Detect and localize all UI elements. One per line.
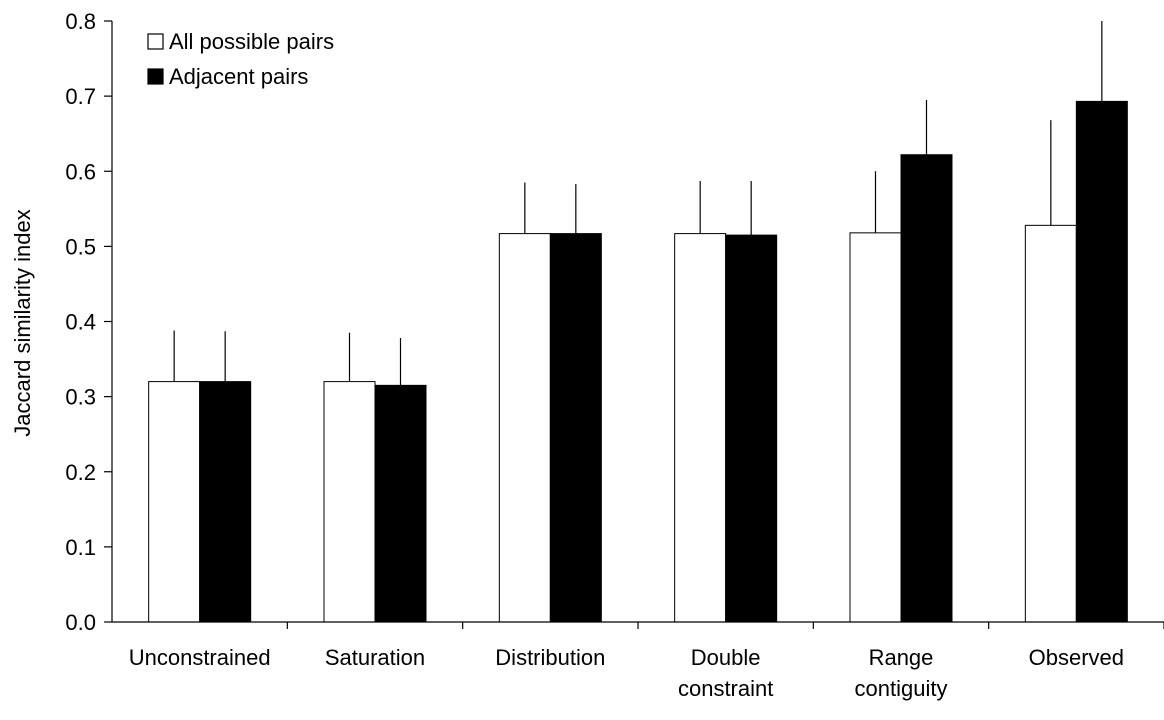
x-category-label-line: Observed: [1029, 645, 1124, 670]
legend: All possible pairs Adjacent pairs: [147, 29, 334, 89]
y-tick-label-1: 0.1: [65, 535, 96, 560]
y-tick-label-5: 0.5: [65, 234, 96, 259]
x-category-label-line: Range: [869, 645, 934, 670]
y-tick-label-2: 0.2: [65, 460, 96, 485]
bar-all-pairs-0: [148, 381, 201, 623]
legend-label-1: Adjacent pairs: [169, 64, 308, 89]
bars-layer: [148, 100, 1128, 623]
bar-all-pairs-4: [849, 232, 902, 623]
y-tick-label-7: 0.7: [65, 84, 96, 109]
y-tick-label-8: 0.8: [65, 9, 96, 34]
x-category-label-2: Distribution: [495, 645, 605, 670]
bar-all-pairs-5: [1024, 224, 1077, 623]
error-bars-layer: [173, 21, 1103, 386]
bar-all-pairs-1: [323, 381, 376, 623]
y-tick-label-4: 0.4: [65, 310, 96, 335]
bar-adjacent-pairs-0: [199, 381, 252, 623]
x-category-label-4: Range contiguity: [855, 645, 948, 701]
x-category-label-line: constraint: [678, 676, 773, 701]
bar-all-pairs-3: [674, 233, 727, 623]
bar-adjacent-pairs-1: [374, 384, 427, 623]
x-category-label-line: Distribution: [495, 645, 605, 670]
y-axis-title: Jaccard similarity index: [10, 209, 35, 436]
x-category-label-line: Double: [691, 645, 761, 670]
y-tick-label-3: 0.3: [65, 385, 96, 410]
x-category-label-0: Unconstrained: [129, 645, 271, 670]
x-category-label-1: Saturation: [325, 645, 425, 670]
bar-adjacent-pairs-2: [549, 233, 602, 623]
bar-adjacent-pairs-3: [725, 234, 778, 623]
axes-layer: 0.0 0.1 0.2 0.3 0.4 0.5 0.6 0.7 0.8 Unconstrained…: [65, 9, 1164, 701]
x-category-label-line: Unconstrained: [129, 645, 271, 670]
x-category-label-3: Double constraint: [678, 645, 773, 701]
bar-adjacent-pairs-4: [900, 154, 953, 623]
legend-swatch-1: [147, 68, 164, 85]
legend-swatch-0: [147, 33, 164, 50]
legend-label-0: All possible pairs: [169, 29, 334, 54]
y-tick-label-6: 0.6: [65, 159, 96, 184]
bar-adjacent-pairs-5: [1075, 100, 1128, 623]
y-tick-label-0: 0.0: [65, 610, 96, 635]
x-category-label-5: Observed: [1029, 645, 1124, 670]
bar-all-pairs-2: [498, 233, 551, 623]
x-category-label-line: contiguity: [855, 676, 948, 701]
x-category-label-line: Saturation: [325, 645, 425, 670]
